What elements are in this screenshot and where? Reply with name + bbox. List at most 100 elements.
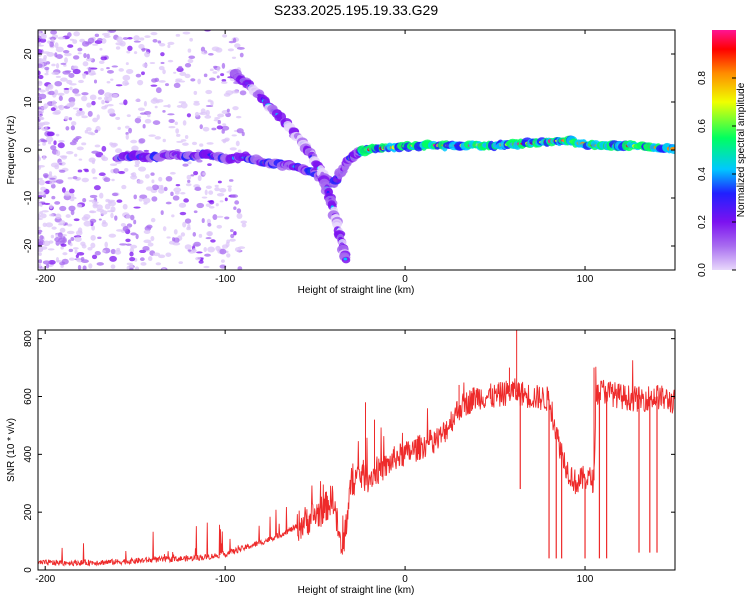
noise-blob <box>49 41 54 48</box>
noise-blob <box>50 30 58 35</box>
noise-blob <box>98 60 105 64</box>
noise-blob <box>38 263 42 268</box>
noise-blob <box>77 169 83 173</box>
noise-blob <box>134 117 142 124</box>
noise-blob <box>141 71 145 76</box>
noise-blob <box>72 175 78 180</box>
noise-blob <box>157 40 162 44</box>
noise-blob <box>162 138 166 143</box>
noise-blob <box>219 188 227 193</box>
noise-blob <box>190 78 196 82</box>
noise-blob <box>200 46 206 52</box>
noise-blob <box>64 52 72 57</box>
noise-blob <box>222 123 227 127</box>
noise-blob <box>214 187 220 192</box>
noise-blob <box>124 82 130 85</box>
noise-blob <box>89 210 95 213</box>
noise-blob <box>151 179 155 184</box>
noise-blob <box>59 220 66 226</box>
noise-blob <box>130 139 138 144</box>
noise-blob <box>73 218 80 222</box>
noise-blob <box>81 244 87 249</box>
noise-blob <box>162 69 166 75</box>
noise-blob <box>38 179 45 186</box>
noise-blob <box>158 65 165 71</box>
noise-blob <box>231 56 237 59</box>
noise-blob <box>47 141 52 145</box>
noise-blob <box>230 233 235 239</box>
noise-blob <box>57 232 63 238</box>
noise-blob <box>93 185 101 191</box>
noise-blob <box>138 44 145 49</box>
noise-blob <box>67 44 74 48</box>
noise-blob <box>100 67 104 72</box>
noise-blob <box>107 69 114 74</box>
noise-blob <box>69 101 76 107</box>
noise-blob <box>88 263 93 269</box>
noise-blob <box>180 102 188 109</box>
noise-blob <box>126 50 131 54</box>
noise-blob <box>38 112 41 116</box>
noise-blob <box>68 188 75 194</box>
noise-blob <box>89 67 98 70</box>
noise-blob <box>137 107 145 111</box>
noise-blob <box>146 224 153 229</box>
noise-blob <box>239 90 247 96</box>
noise-blob <box>45 222 54 228</box>
y-tick-label: 200 <box>23 503 34 520</box>
noise-blob <box>143 229 151 235</box>
noise-blob <box>165 176 173 182</box>
noise-blob <box>188 55 196 59</box>
noise-blob <box>106 81 111 84</box>
noise-blob <box>137 116 142 119</box>
noise-blob <box>123 99 128 106</box>
y-tick-label: 800 <box>23 330 34 347</box>
noise-blob <box>91 254 98 260</box>
noise-blob <box>184 63 192 68</box>
noise-blob <box>151 78 158 83</box>
noise-blob <box>150 84 158 87</box>
noise-blob <box>40 106 47 110</box>
noise-blob <box>142 123 146 129</box>
noise-blob <box>76 146 84 151</box>
noise-blob <box>150 172 155 176</box>
noise-blob <box>91 150 100 154</box>
noise-blob <box>232 106 239 111</box>
noise-blob <box>97 96 102 100</box>
noise-blob <box>42 51 50 54</box>
noise-blob <box>152 97 158 102</box>
noise-blob <box>112 93 119 98</box>
colorbar-label: Normalized spectral amplitude <box>736 82 747 217</box>
noise-blob <box>129 262 134 268</box>
noise-blob <box>64 115 69 121</box>
noise-blob <box>81 259 89 263</box>
noise-blob <box>122 37 129 40</box>
noise-blob <box>236 208 242 214</box>
noise-blob <box>83 220 92 227</box>
noise-blob <box>93 203 99 207</box>
noise-blob <box>199 143 204 147</box>
noise-blob <box>206 218 211 225</box>
noise-blob <box>197 78 201 85</box>
noise-blob <box>102 32 110 36</box>
noise-blob <box>180 232 186 237</box>
noise-blob <box>187 179 191 183</box>
noise-blob <box>42 240 51 247</box>
noise-blob <box>40 213 47 219</box>
noise-blob <box>68 72 75 79</box>
noise-blob <box>81 95 88 102</box>
noise-blob <box>165 201 172 205</box>
noise-blob <box>124 167 129 172</box>
noise-blob <box>193 241 201 247</box>
noise-blob <box>58 95 63 101</box>
noise-blob <box>203 73 208 78</box>
noise-blob <box>167 113 175 116</box>
noise-blob <box>50 107 56 112</box>
y-tick-label: -20 <box>23 238 34 253</box>
noise-blob <box>143 202 148 205</box>
noise-blob <box>40 266 46 270</box>
noise-blob <box>173 229 178 235</box>
noise-blob <box>77 47 83 52</box>
noise-blob <box>89 218 97 224</box>
noise-blob <box>197 175 202 182</box>
